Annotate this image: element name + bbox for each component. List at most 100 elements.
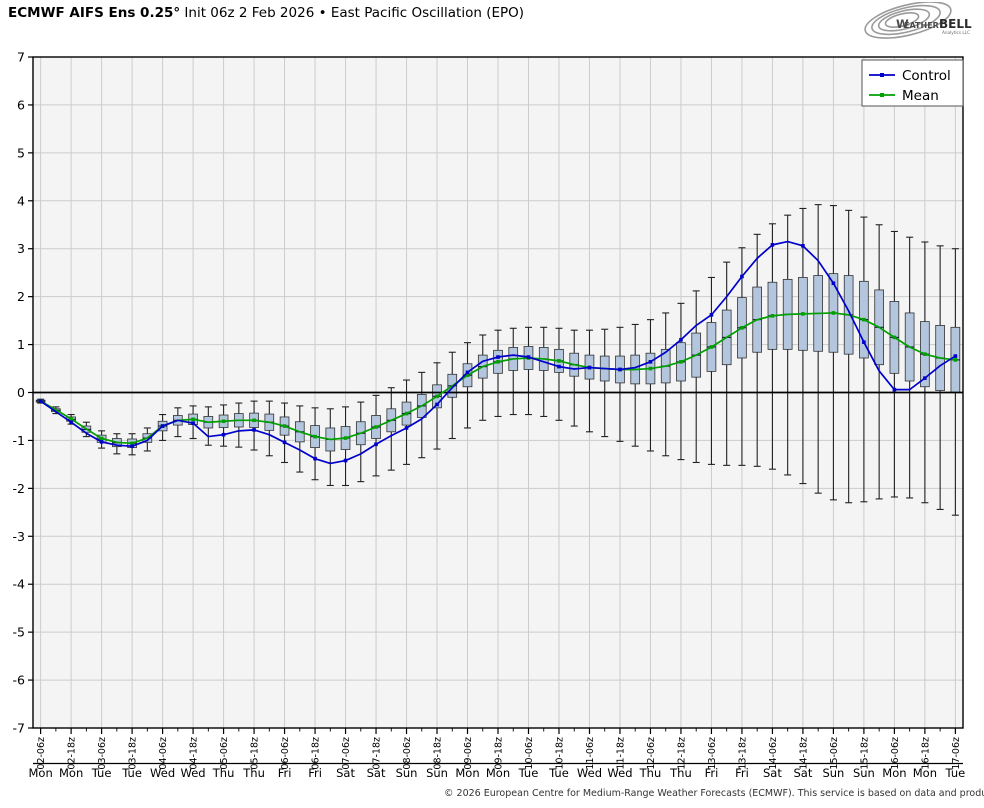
mean-marker xyxy=(770,314,775,318)
y-tick-label: -7 xyxy=(13,721,25,736)
control-marker xyxy=(496,355,500,359)
mean-marker xyxy=(221,419,226,424)
control-marker xyxy=(99,440,104,444)
x-tick-label: 08-06z xyxy=(402,737,413,770)
control-marker xyxy=(191,421,195,425)
x-day-label: Tue xyxy=(518,766,539,780)
x-tick-label: 15-18z xyxy=(859,737,870,770)
x-tick-label: 03-18z xyxy=(128,737,139,770)
series-group xyxy=(38,240,958,465)
control-marker xyxy=(465,370,470,375)
x-tick-label: 04-18z xyxy=(188,737,199,770)
control-marker xyxy=(252,428,256,432)
mean-marker xyxy=(496,360,500,364)
x-axis: 02-06z 02-18z 03-06z 03-18z 04-06z 04-18z 05-0… xyxy=(28,728,965,780)
mean-marker xyxy=(465,373,470,378)
x-day-label: Tue xyxy=(548,766,569,780)
control-marker xyxy=(709,313,714,317)
x-tick-label: 15-06z xyxy=(829,737,840,770)
control-marker xyxy=(435,402,439,407)
mean-marker xyxy=(892,335,897,340)
x-day-label: Sun xyxy=(853,766,875,780)
y-tick-label: 2 xyxy=(17,289,25,304)
legend-marker xyxy=(880,93,884,97)
x-day-label: Mon xyxy=(913,766,937,780)
control-marker xyxy=(282,440,287,445)
y-tick-label: 5 xyxy=(17,145,25,160)
logo-word-bell: BELL xyxy=(939,17,972,31)
y-tick-label: 3 xyxy=(17,241,25,256)
mean-marker xyxy=(313,434,317,439)
x-day-label: Mon xyxy=(486,766,510,780)
x-tick-label: 03-06z xyxy=(97,737,108,770)
x-day-label: Wed xyxy=(150,766,175,780)
x-tick-label: 05-06z xyxy=(219,737,230,770)
mean-marker xyxy=(191,417,195,422)
x-tick-label: 13-06z xyxy=(707,737,718,770)
x-day-label: Sun xyxy=(822,766,844,780)
x-tick-label: 06-18z xyxy=(310,737,321,770)
control-marker xyxy=(526,355,531,359)
y-tick-label: -6 xyxy=(13,673,26,688)
x-day-label: Thu xyxy=(212,766,235,780)
mean-marker xyxy=(404,411,409,416)
control-marker xyxy=(374,442,378,447)
x-tick-label: 17-06z xyxy=(951,737,962,770)
control-marker xyxy=(770,243,775,247)
x-tick-label: 11-06z xyxy=(585,737,596,770)
y-tick-label: 0 xyxy=(17,385,25,400)
y-tick-label: 6 xyxy=(17,97,25,112)
control-marker xyxy=(587,365,592,370)
control-marker xyxy=(343,458,348,463)
control-marker xyxy=(160,424,165,428)
x-tick-label: 07-18z xyxy=(371,737,382,770)
x-tick-label: 02-06z xyxy=(36,737,47,770)
x-day-label: Fri xyxy=(308,766,322,780)
mean-marker xyxy=(130,441,134,446)
mean-marker xyxy=(99,436,104,441)
control-marker xyxy=(831,281,836,286)
y-tick-label: 1 xyxy=(17,337,25,352)
x-tick-label: 14-06z xyxy=(768,737,779,770)
mean-marker xyxy=(69,417,73,421)
x-tick-label: 08-18z xyxy=(432,737,443,770)
x-day-label: Fri xyxy=(278,766,292,780)
mean-marker xyxy=(282,424,287,428)
y-axis: 7 6 5 4 3 2 1 0 -1 -2 -3 -4 -5 -6 -7 xyxy=(13,50,33,736)
legend-label-control[interactable]: Control xyxy=(902,68,951,84)
x-tick-label: 10-18z xyxy=(554,737,565,770)
x-tick-label: 09-06z xyxy=(463,737,474,770)
control-marker xyxy=(313,456,317,461)
x-day-label: Tue xyxy=(91,766,112,780)
control-marker xyxy=(130,444,134,448)
y-tick-label: 4 xyxy=(17,193,25,208)
x-tick-label: 12-18z xyxy=(676,737,687,770)
mean-marker xyxy=(557,359,561,363)
mean-marker xyxy=(648,366,653,371)
x-day-label: Wed xyxy=(181,766,206,780)
x-day-label: Thu xyxy=(669,766,692,780)
chart-legend[interactable]: Control Mean xyxy=(861,59,964,107)
x-day-label: Sun xyxy=(426,766,448,780)
x-day-label: Sat xyxy=(763,766,782,780)
x-day-label: Fri xyxy=(735,766,749,780)
legend-label-mean[interactable]: Mean xyxy=(902,88,939,104)
x-day-label: Sat xyxy=(793,766,812,780)
x-tick-label: 14-18z xyxy=(798,737,809,770)
x-day-label: Sun xyxy=(396,766,418,780)
control-marker xyxy=(801,244,805,248)
control-marker xyxy=(557,364,561,369)
y-tick-label: -1 xyxy=(13,433,25,448)
logo-word-weather: W xyxy=(896,17,909,31)
control-marker xyxy=(38,399,43,403)
x-tick-label: 04-06z xyxy=(158,737,169,770)
y-tick-label: 7 xyxy=(17,50,25,65)
mean-marker xyxy=(252,418,256,423)
init-and-index: Init 06z 2 Feb 2026 • East Pacific Oscil… xyxy=(184,5,525,21)
control-marker xyxy=(648,360,653,364)
mean-marker xyxy=(801,312,805,316)
x-tick-label: 07-06z xyxy=(341,737,352,770)
mean-marker xyxy=(679,360,683,364)
weatherbell-logo: W EATHER BELL Analytics LLC xyxy=(864,2,972,39)
x-day-label: Mon xyxy=(882,766,906,780)
